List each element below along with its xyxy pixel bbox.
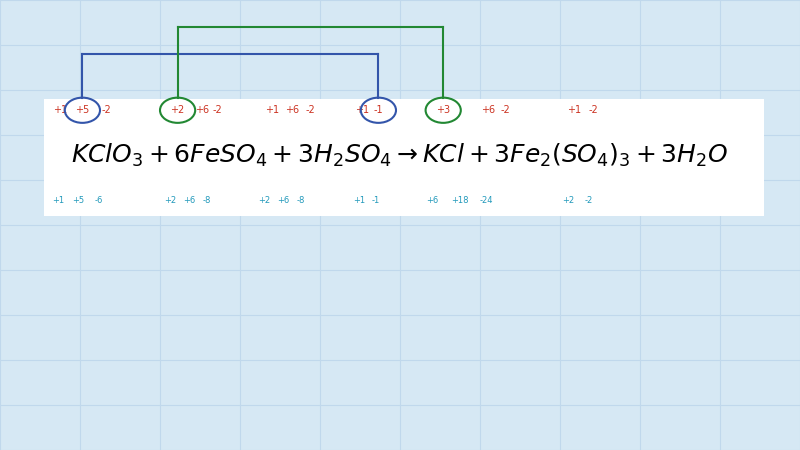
- Text: +3: +3: [436, 105, 450, 115]
- Text: -2: -2: [501, 105, 510, 115]
- FancyBboxPatch shape: [44, 99, 764, 216]
- Text: -8: -8: [202, 196, 210, 205]
- Text: -24: -24: [480, 196, 493, 205]
- Text: +1: +1: [353, 196, 366, 205]
- Text: +2: +2: [164, 196, 177, 205]
- Text: +5: +5: [75, 105, 90, 115]
- Text: +2: +2: [258, 196, 270, 205]
- Text: -6: -6: [95, 196, 103, 205]
- Text: +6: +6: [285, 105, 299, 115]
- Text: +1: +1: [567, 105, 582, 115]
- Text: +6: +6: [183, 196, 196, 205]
- Text: +18: +18: [451, 196, 469, 205]
- Text: -8: -8: [297, 196, 305, 205]
- Text: -2: -2: [102, 105, 111, 115]
- Text: +2: +2: [170, 105, 185, 115]
- Text: +1: +1: [53, 105, 67, 115]
- Text: -1: -1: [374, 105, 383, 115]
- Text: +1: +1: [354, 105, 369, 115]
- Text: +1: +1: [265, 105, 279, 115]
- Text: +2: +2: [562, 196, 574, 205]
- Text: +6: +6: [194, 105, 209, 115]
- Text: -2: -2: [306, 105, 315, 115]
- Text: +1: +1: [52, 196, 65, 205]
- Text: +5: +5: [72, 196, 85, 205]
- Text: -1: -1: [372, 196, 380, 205]
- Text: $KClO_3 + 6FeSO_4 + 3H_2SO_4 \rightarrow KCl + 3Fe_2(SO_4)_3 + 3H_2O$: $KClO_3 + 6FeSO_4 + 3H_2SO_4 \rightarrow…: [71, 142, 729, 169]
- Text: +6: +6: [277, 196, 290, 205]
- Text: -2: -2: [585, 196, 593, 205]
- Text: -2: -2: [589, 105, 598, 115]
- Text: -2: -2: [213, 105, 222, 115]
- Text: +6: +6: [481, 105, 495, 115]
- Text: +6: +6: [426, 196, 438, 205]
